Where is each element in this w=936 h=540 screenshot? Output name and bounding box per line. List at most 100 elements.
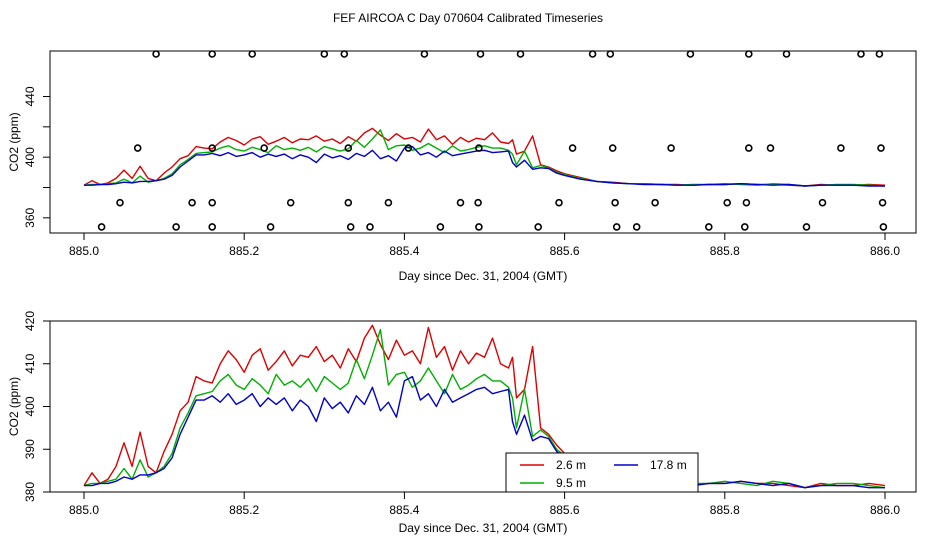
flag-marker [875,50,884,58]
bottom-x-axis: 885.0 885.2 885.4 885.6 885.8 886.0 [69,492,900,517]
top-series-group [83,127,886,187]
flag-marker [857,50,865,58]
x-tick-label: 886.0 [870,503,900,517]
bottom-y-axis-label: CO2 (ppm) [7,377,21,436]
flag-marker [475,144,483,152]
flag-marker [340,50,349,58]
y-tick-label: 360 [23,208,37,228]
legend-label: 17.8 m [650,458,687,472]
top-y-axis: 360 400 440 [23,86,50,228]
series-line-2-6-m [83,127,886,187]
chart-title: FEF AIRCOA C Day 070604 Calibrated Times… [333,11,603,25]
flag-marker [266,223,275,231]
bottom-x-axis-label: Day since Dec. 31, 2004 (GMT) [399,521,568,535]
flag-marker [188,198,196,207]
flag-marker [744,50,753,58]
x-tick-label: 886.0 [870,244,900,258]
series-line-2-6-m [83,324,886,489]
x-tick-label: 885.2 [229,244,259,258]
flag-marker [152,50,160,58]
flag-marker [384,198,393,207]
flag-marker [651,198,659,207]
flag-marker [404,144,413,152]
flag-marker [344,198,353,207]
series-line-9-5-m [83,328,886,489]
flag-marker [802,223,811,231]
x-tick-label: 885.8 [710,503,740,517]
legend: 2.6 m 9.5 m 17.8 m [505,452,699,492]
x-tick-label: 885.4 [389,503,419,517]
flag-marker [476,50,485,58]
flag-marker [260,144,269,152]
top-plot-frame [49,50,917,234]
flag-marker [612,223,621,231]
series-line-9-5-m [83,129,886,187]
flag-marker [516,50,525,58]
flag-marker [116,198,124,207]
x-tick-label: 885.4 [389,244,419,258]
top-y-axis-label: CO2 (ppm) [7,112,21,171]
x-tick-label: 885.6 [550,503,580,517]
flag-marker [97,223,106,231]
flag-marker [208,50,216,58]
x-tick-label: 885.0 [69,503,99,517]
flag-marker [782,50,791,58]
flag-marker [588,50,597,58]
top-flag-markers [97,50,888,231]
flag-marker [632,223,641,231]
y-tick-label: 390 [23,439,37,459]
y-tick-label: 400 [23,147,37,167]
flag-marker [704,223,713,231]
flag-marker [837,144,845,152]
flag-marker [475,223,483,231]
y-tick-label: 400 [23,396,37,416]
top-x-axis-label: Day since Dec. 31, 2004 (GMT) [399,269,568,283]
flag-marker [346,223,355,231]
series-line-17-8-m [84,145,885,187]
flag-marker [877,144,885,152]
top-panel: 885.0 885.2 885.4 885.6 885.8 886.0 360 400 440… [7,50,917,283]
flag-marker [320,50,329,58]
x-tick-label: 885.6 [550,244,580,258]
flag-marker [286,198,295,207]
flag-marker [742,198,751,207]
bottom-plot-frame [49,320,917,493]
flag-marker [456,198,465,207]
flag-marker [534,223,543,231]
flag-marker [436,223,445,231]
flag-marker [420,50,429,58]
flag-marker [878,198,887,207]
bottom-y-axis: 380 390 400 410 420 [23,311,50,502]
x-tick-label: 885.0 [69,244,99,258]
legend-label: 2.6 m [556,458,586,472]
y-tick-label: 380 [23,482,37,502]
flag-marker [568,144,577,152]
x-tick-label: 885.8 [710,244,740,258]
flag-marker [133,144,142,152]
flag-marker [344,144,353,152]
flag-marker [172,223,180,231]
bottom-panel: 885.0 885.2 885.4 885.6 885.8 886.0 380 390 400… [7,311,917,535]
flag-marker [474,198,482,207]
flag-marker [686,50,695,58]
flag-marker [818,198,827,207]
flag-marker [208,223,216,231]
bottom-series-group [83,324,886,489]
x-tick-label: 885.2 [229,503,259,517]
flag-marker [366,223,374,231]
flag-marker [744,144,753,152]
legend-label: 9.5 m [556,476,586,490]
y-tick-label: 410 [23,353,37,373]
flag-marker [248,50,256,58]
flag-marker [879,223,888,231]
flag-marker [208,198,216,207]
flag-marker [606,50,615,58]
flag-marker [555,198,563,207]
flag-marker [667,144,675,152]
legend-box [505,452,699,492]
flag-marker [608,144,617,152]
flag-marker [611,198,619,207]
flag-marker [766,144,775,152]
flag-marker [723,198,732,207]
